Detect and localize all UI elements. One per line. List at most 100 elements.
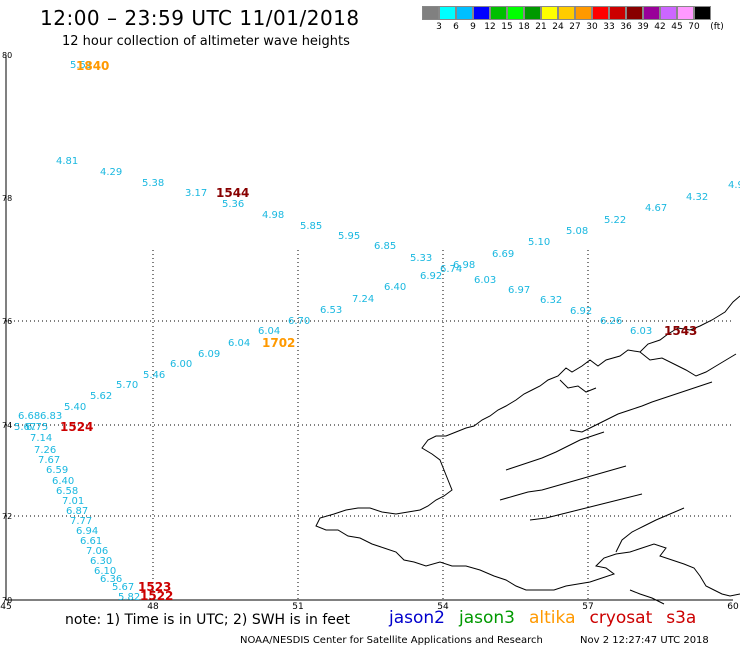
swh-value: 5.82: [118, 592, 140, 603]
lon-label: 57: [582, 602, 593, 612]
legend-label: 27: [569, 22, 581, 32]
legend-swatch: [524, 6, 541, 20]
legend-swatch: [575, 6, 592, 20]
swh-value: 6.85: [374, 241, 396, 252]
legend-swatch: [507, 6, 524, 20]
swh-value: 5.46: [143, 370, 165, 381]
swh-value: 7.06: [86, 546, 108, 557]
satellite-cryosat: cryosat: [589, 608, 653, 628]
legend-swatch: [660, 6, 677, 20]
legend-swatch: [439, 6, 456, 20]
credit-line: NOAA/NESDIS Center for Satellite Applica…: [240, 635, 543, 646]
swh-value: 5.10: [528, 237, 550, 248]
legend-label: 45: [671, 22, 683, 32]
coast-inlet-6: [615, 507, 685, 553]
swh-value: 6.92: [570, 306, 592, 317]
swh-value: 5.36: [222, 199, 244, 210]
legend-label: 42: [654, 22, 666, 32]
map-subtitle: 12 hour collection of altimeter wave hei…: [62, 34, 350, 49]
lon-label: 48: [147, 602, 159, 612]
legend-swatch: [592, 6, 609, 20]
swh-value: 6.59: [46, 465, 68, 476]
legend-swatch: [456, 6, 473, 20]
swh-value: 5.33: [410, 253, 432, 264]
swh-value: 6.98: [453, 260, 475, 271]
swh-value: 5.67: [112, 582, 134, 593]
lat-label: 80: [2, 51, 12, 60]
swh-value: 6.40: [52, 476, 74, 487]
swh-value: 5.95: [338, 231, 360, 242]
swh-value: 3.17: [185, 188, 207, 199]
satellite-legend: jason2 jason3 altika cryosat s3a: [389, 608, 696, 628]
swh-value: 4.29: [100, 167, 122, 178]
coast-inlet-5: [529, 493, 643, 521]
swh-value: 5.38: [142, 178, 164, 189]
swh-value: 5.70: [116, 380, 138, 391]
legend-label: 39: [637, 22, 649, 32]
coast-inlet-2: [569, 381, 713, 433]
swh-value: 6.09: [198, 349, 220, 360]
swh-value: 6.00: [170, 359, 192, 370]
lat-label: 72: [2, 512, 12, 521]
satellite-jason2: jason2: [389, 608, 445, 628]
swh-value: 6.94: [76, 526, 98, 537]
legend-label: 36: [620, 22, 632, 32]
legend-swatch: [694, 6, 711, 20]
swh-value: 6.61: [80, 536, 102, 547]
legend-label: 15: [501, 22, 513, 32]
pass-time-label: 1840: [76, 59, 109, 73]
legend-swatch: [490, 6, 507, 20]
swh-value: 4.98: [262, 210, 284, 221]
swh-value: 4.67: [645, 203, 667, 214]
lat-label: 78: [2, 194, 12, 203]
lon-label: 45: [0, 602, 11, 612]
swh-value: 6.04: [228, 338, 250, 349]
altimeter-tracks: 5.51 4.81 4.29 5.38 3.17 5.36 4.98 5.85 5.95 6.85…: [14, 59, 740, 603]
legend-label: 70: [688, 22, 700, 32]
swh-value: 4.32: [686, 192, 708, 203]
legend-label: 21: [535, 22, 547, 32]
pass-time-label: 1544: [216, 186, 249, 200]
swh-value: 6.58: [56, 486, 78, 497]
satellite-s3a: s3a: [666, 608, 697, 628]
swh-value: 6.74: [440, 264, 462, 275]
swh-value: 6.53: [320, 305, 342, 316]
legend-unit: (ft): [710, 22, 724, 32]
swh-value: 7.77: [70, 516, 92, 527]
swh-value: 6.32: [540, 295, 562, 306]
map-title: 12:00 – 23:59 UTC 11/01/2018: [40, 6, 360, 30]
swh-value: 6.83: [40, 411, 62, 422]
legend-label: 18: [518, 22, 530, 32]
color-legend-labels: 3 6 9 12 15 18 21 24 27 30 33 36 39 42 45 70 (ft): [422, 22, 740, 34]
legend-swatch: [643, 6, 660, 20]
legend-swatch: [541, 6, 558, 20]
swh-value: 5.22: [604, 215, 626, 226]
swh-value: 6.68: [18, 411, 40, 422]
coastline: [315, 295, 740, 605]
legend-label: 24: [552, 22, 564, 32]
pass-time-label: 1543: [664, 324, 697, 338]
legend-swatch: [609, 6, 626, 20]
swh-value: 5.85: [300, 221, 322, 232]
swh-value: 6.10: [94, 566, 116, 577]
swh-value: 7.24: [352, 294, 374, 305]
pass-time-label: 1524: [60, 420, 93, 434]
coast-island-1: [559, 379, 597, 393]
legend-label: 6: [453, 22, 459, 32]
coast-island-2: [629, 589, 665, 605]
swh-value: 4.9: [728, 180, 740, 191]
legend-swatch: [422, 6, 439, 20]
coast-inlet-4: [499, 465, 627, 501]
lat-label: 76: [2, 317, 12, 326]
satellite-altika: altika: [529, 608, 576, 628]
swh-value: 5.08: [566, 226, 588, 237]
legend-label: 12: [484, 22, 496, 32]
swh-value: 6.03: [474, 275, 496, 286]
swh-value: 6.40: [384, 282, 406, 293]
legend-swatch: [473, 6, 490, 20]
pass-time-label: 1522: [140, 589, 173, 603]
swh-value: 7.26: [34, 445, 56, 456]
lon-label: 60: [727, 602, 739, 612]
